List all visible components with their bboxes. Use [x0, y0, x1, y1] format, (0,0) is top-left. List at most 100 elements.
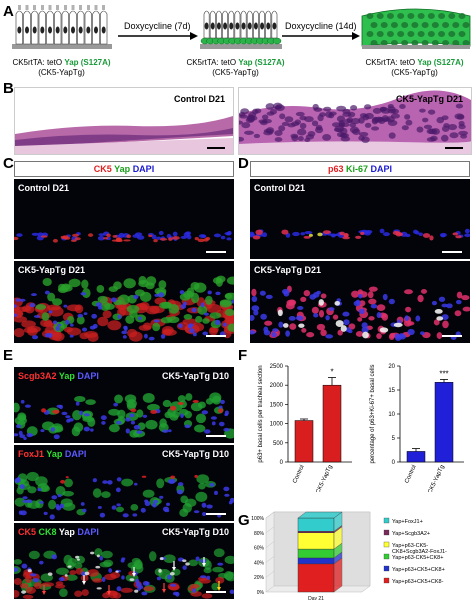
- gridline: [265, 541, 275, 548]
- panel-c-legend: CK5 Yap DAPI: [14, 161, 234, 177]
- he-control-tissue: [15, 116, 233, 154]
- scale-bar: [206, 335, 226, 337]
- legend-swatch: [383, 517, 390, 524]
- legend-swatch: [383, 577, 390, 584]
- legend-label: Yap+FoxJ1+: [392, 519, 423, 525]
- y-tick-label: 500: [273, 441, 284, 447]
- y-tick-label: 1500: [270, 402, 284, 408]
- gridline: [265, 571, 275, 578]
- y-tick-label: 0: [280, 460, 284, 466]
- bar: [294, 420, 314, 463]
- if-c-yaptg-title: CK5-YapTg D21: [18, 265, 86, 275]
- gridline: [265, 585, 275, 593]
- he-control-image: Control D21: [14, 87, 234, 155]
- panel-b-label: B: [3, 80, 14, 97]
- bar: [434, 382, 454, 463]
- if-c-yaptg-cells: [14, 275, 234, 342]
- y-tick-label: 60%: [254, 546, 265, 552]
- scale-bar: [442, 335, 462, 337]
- category-label: CK5-YapTg: [315, 464, 333, 492]
- scale-bar: [206, 435, 226, 437]
- if-e1-title: CK5-YapTg D10: [161, 371, 229, 381]
- scale-bar: [445, 147, 463, 149]
- genotype-label-3: CK5rtTA: tetO Yap (S127A) (CK5-YapTg): [365, 58, 464, 77]
- y-axis-label: p63+ basal cells per tracheal section: [258, 365, 264, 462]
- stack-segment: [297, 532, 335, 550]
- he-yaptg-image: CK5-YapTg D21: [238, 87, 472, 155]
- if-c-control-title: Control D21: [18, 183, 70, 193]
- legend-label: CK8+Scgb3A2-FoxJ1-: [392, 549, 447, 555]
- if-e3-cells: [14, 548, 234, 599]
- if-c-yaptg-image: CK5-YapTg D21: [14, 261, 234, 343]
- if-e1-cells: [14, 392, 234, 441]
- y-axis-label: percentage of p63+Ki-67+ basal cells: [370, 364, 376, 463]
- if-e1-markers: Scgb3A2 Yap DAPI: [18, 371, 99, 381]
- y-tick-label: 0: [392, 460, 396, 466]
- if-d-control-cells: [250, 228, 470, 241]
- arrow-marker: [172, 561, 176, 571]
- scale-bar: [207, 147, 225, 149]
- bar: [322, 384, 342, 463]
- arrow-head-1: [190, 32, 198, 40]
- if-e2-title: CK5-YapTg D10: [161, 449, 229, 459]
- significance-marker: *: [330, 368, 333, 377]
- legend-swatch: [383, 529, 390, 536]
- he-yaptg-title: CK5-YapTg D21: [395, 94, 463, 104]
- if-e2-markers: FoxJ1 Yap DAPI: [18, 449, 87, 459]
- he-yaptg-tissue: [239, 90, 471, 154]
- category-label: CK5-YapTg: [427, 464, 445, 492]
- category-label: Control: [292, 464, 306, 484]
- if-d-yaptg-image: CK5-YapTg D21: [250, 261, 470, 343]
- bar-chart-ki67: 0 5 10 15 20 percentage of p63+Ki-67+ basal c…: [370, 364, 464, 492]
- legend-label: Yap+Scgb3A2+: [392, 531, 430, 537]
- arrow-head-2: [352, 32, 360, 40]
- stack-segment: [297, 531, 335, 533]
- y-tick-label: 100%: [251, 516, 264, 522]
- panel-a-label: A: [3, 3, 14, 20]
- x-axis-label: Day 21: [308, 596, 324, 600]
- bar-chart-basal-cells: 0 500 1000 1500 2000 2500 p63+ basal cells per…: [258, 364, 352, 492]
- legend-label: Yap+p63-CK5+CK8+: [392, 555, 443, 561]
- if-d-yaptg-cells: [250, 285, 470, 341]
- y-tick-label: 5: [392, 436, 396, 442]
- y-tick-label: 2000: [270, 383, 284, 389]
- y-tick-label: 10: [388, 412, 395, 418]
- arrow-marker: [202, 557, 206, 567]
- arrow-marker: [162, 583, 166, 593]
- stack-top: [297, 511, 343, 519]
- panel-a-schematic: [12, 5, 471, 49]
- arrow-marker: [217, 581, 221, 591]
- y-tick-label: 15: [388, 388, 395, 394]
- y-tick-label: 2500: [270, 364, 284, 370]
- panel-d-label: D: [238, 155, 249, 172]
- panel-g-label: G: [238, 512, 250, 529]
- if-e3-title: CK5-YapTg D10: [161, 527, 229, 537]
- scale-bar: [206, 251, 226, 253]
- arrow-marker: [107, 585, 111, 595]
- arrow-marker: [42, 585, 46, 595]
- if-c-control-cells: [14, 230, 232, 243]
- panel-f-label: F: [238, 347, 248, 364]
- stack-segment: [297, 517, 335, 532]
- legend-label: Yap+p63+CK5+CK8+: [392, 567, 445, 573]
- legend-swatch: [383, 541, 390, 548]
- arrow2-label: Doxycycline (14d): [285, 21, 357, 31]
- he-control-title: Control D21: [173, 94, 225, 104]
- if-e3-markers: CK5 CK8 Yap DAPI: [18, 527, 99, 537]
- if-d-control-title: Control D21: [254, 183, 306, 193]
- y-tick-label: 1000: [270, 422, 284, 428]
- gridline: [265, 511, 275, 519]
- arrow1-label: Doxycycline (7d): [124, 21, 191, 31]
- stack-segment: [297, 557, 335, 565]
- if-d-control-image: Control D21: [250, 179, 470, 259]
- y-tick-label: 40%: [254, 560, 265, 566]
- genotype-label-1: CK5rtTA: tetO Yap (S127A) (CK5-YapTg): [12, 58, 111, 77]
- gridline: [265, 526, 275, 533]
- y-tick-label: 0%: [257, 590, 265, 596]
- category-label: Control: [404, 464, 418, 484]
- stack-segment: [297, 548, 335, 559]
- scale-bar: [442, 251, 462, 253]
- y-tick-label: 80%: [254, 531, 265, 537]
- y-tick-label: 20: [388, 364, 395, 370]
- significance-marker: ***: [439, 369, 448, 378]
